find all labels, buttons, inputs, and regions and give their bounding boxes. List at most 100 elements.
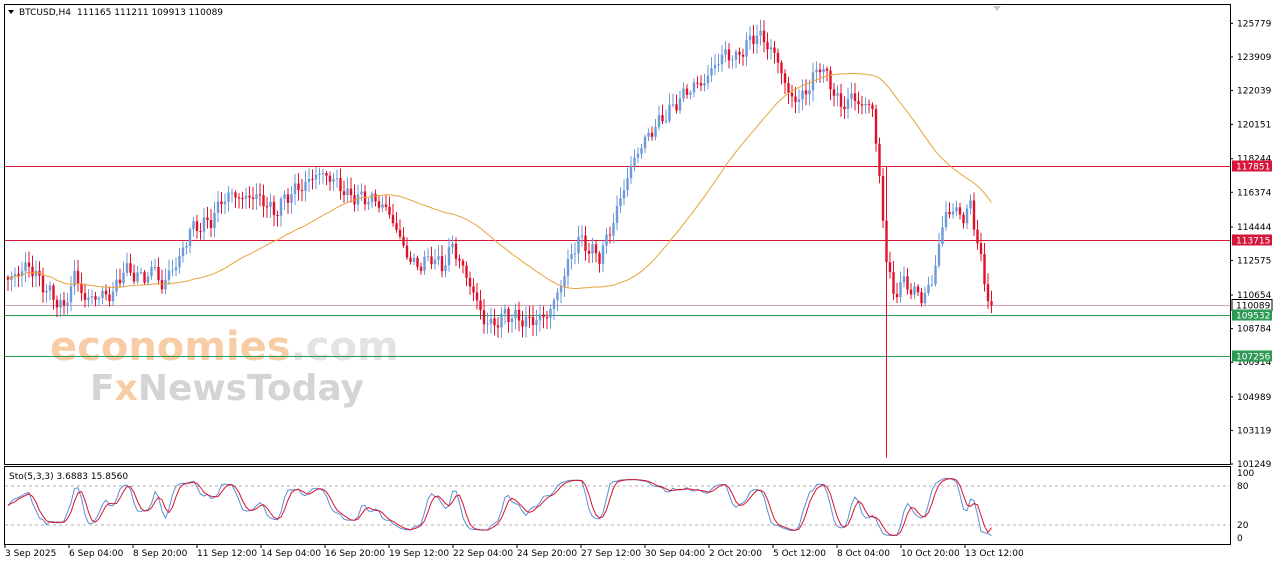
candle-bull[interactable] — [318, 173, 321, 176]
candle-bear[interactable] — [920, 292, 923, 304]
candle-bear[interactable] — [328, 175, 332, 182]
candle-bull[interactable] — [724, 49, 727, 55]
candle-bull[interactable] — [45, 290, 48, 293]
candle-bull[interactable] — [13, 273, 17, 276]
candle-bull[interactable] — [290, 194, 293, 203]
candle-bull[interactable] — [927, 284, 930, 294]
candle-bear[interactable] — [262, 195, 265, 207]
candle-bull[interactable] — [713, 64, 717, 69]
candle-bear[interactable] — [398, 229, 402, 237]
candle-bull[interactable] — [965, 208, 969, 224]
candle-bull[interactable] — [332, 179, 335, 182]
candle-bear[interactable] — [391, 214, 395, 224]
candle-bull[interactable] — [577, 236, 580, 254]
candle-bear[interactable] — [374, 193, 377, 202]
candle-bear[interactable] — [727, 49, 731, 61]
candle-bear[interactable] — [31, 266, 34, 277]
candle-bear[interactable] — [430, 256, 433, 265]
candle-bull[interactable] — [150, 267, 153, 277]
candle-bull[interactable] — [626, 178, 629, 191]
candle-bear[interactable] — [129, 263, 132, 273]
candle-bull[interactable] — [944, 211, 948, 228]
candle-bull[interactable] — [489, 318, 493, 324]
candle-bear[interactable] — [248, 195, 251, 198]
candle-bull[interactable] — [864, 103, 867, 106]
candle-bull[interactable] — [566, 259, 570, 277]
candle-bull[interactable] — [748, 35, 752, 41]
candle-bull[interactable] — [178, 256, 181, 268]
candle-bull[interactable] — [227, 192, 230, 202]
candle-bull[interactable] — [174, 267, 178, 271]
candle-bull[interactable] — [731, 59, 734, 61]
candle-bear[interactable] — [776, 52, 780, 63]
candle-bull[interactable] — [486, 323, 489, 325]
candle-bear[interactable] — [794, 96, 797, 103]
candle-bull[interactable] — [633, 157, 636, 166]
candle-bull[interactable] — [90, 296, 94, 298]
candle-bull[interactable] — [283, 194, 286, 199]
candle-bear[interactable] — [132, 272, 136, 282]
candle-bear[interactable] — [829, 70, 832, 90]
candle-bull[interactable] — [801, 90, 804, 100]
candle-bear[interactable] — [237, 197, 241, 199]
candle-bear[interactable] — [594, 244, 598, 254]
candle-bull[interactable] — [720, 54, 724, 65]
candle-bull[interactable] — [535, 320, 538, 326]
candle-bear[interactable] — [531, 316, 535, 326]
candle-bear[interactable] — [41, 275, 45, 293]
candle-bull[interactable] — [902, 276, 906, 283]
candle-bear[interactable] — [909, 289, 913, 295]
candle-bear[interactable] — [783, 73, 787, 83]
candle-bear[interactable] — [272, 201, 276, 215]
candle-bear[interactable] — [587, 250, 591, 254]
candle-bull[interactable] — [447, 247, 451, 266]
candle-bull[interactable] — [255, 194, 258, 199]
candle-bull[interactable] — [689, 92, 692, 95]
candle-bull[interactable] — [321, 173, 325, 175]
candle-bull[interactable] — [87, 297, 90, 300]
candle-bear[interactable] — [825, 68, 829, 71]
candle-bull[interactable] — [164, 279, 167, 290]
candle-bull[interactable] — [636, 153, 640, 158]
candle-bull[interactable] — [59, 300, 62, 308]
candle-bull[interactable] — [559, 286, 563, 293]
candle-bull[interactable] — [612, 222, 615, 236]
candle-bull[interactable] — [769, 47, 773, 50]
candle-bear[interactable] — [27, 262, 31, 267]
candle-bull[interactable] — [367, 202, 370, 205]
candle-bear[interactable] — [300, 190, 304, 192]
candle-bear[interactable] — [454, 243, 458, 259]
candle-bull[interactable] — [913, 286, 916, 295]
candle-bull[interactable] — [314, 175, 318, 180]
candle-bear[interactable] — [465, 265, 468, 278]
candle-bull[interactable] — [244, 195, 248, 199]
candle-bull[interactable] — [955, 207, 958, 212]
candle-bear[interactable] — [528, 316, 531, 318]
candle-bull[interactable] — [433, 259, 437, 265]
candle-bear[interactable] — [979, 243, 983, 255]
candle-bear[interactable] — [976, 229, 979, 244]
candle-bull[interactable] — [591, 244, 594, 254]
candle-bull[interactable] — [136, 272, 139, 282]
candle-bull[interactable] — [171, 270, 174, 272]
symbol-dropdown-icon[interactable] — [8, 10, 14, 14]
candle-bear[interactable] — [853, 93, 857, 102]
candle-bull[interactable] — [122, 272, 125, 284]
candle-bull[interactable] — [500, 313, 503, 328]
candle-bear[interactable] — [311, 178, 314, 180]
candle-bull[interactable] — [335, 178, 339, 180]
candle-bull[interactable] — [381, 204, 384, 208]
candle-bull[interactable] — [153, 266, 157, 268]
candle-bull[interactable] — [188, 229, 192, 247]
candle-bear[interactable] — [76, 270, 80, 284]
candle-bull[interactable] — [538, 314, 542, 321]
candle-bull[interactable] — [682, 88, 685, 99]
candle-bear[interactable] — [276, 214, 279, 216]
candle-bear[interactable] — [843, 106, 846, 110]
candle-bear[interactable] — [766, 42, 769, 50]
candle-bull[interactable] — [622, 190, 626, 199]
candle-bear[interactable] — [696, 82, 699, 84]
candle-bull[interactable] — [216, 201, 220, 213]
candle-bear[interactable] — [521, 320, 524, 327]
candle-bull[interactable] — [640, 148, 643, 154]
